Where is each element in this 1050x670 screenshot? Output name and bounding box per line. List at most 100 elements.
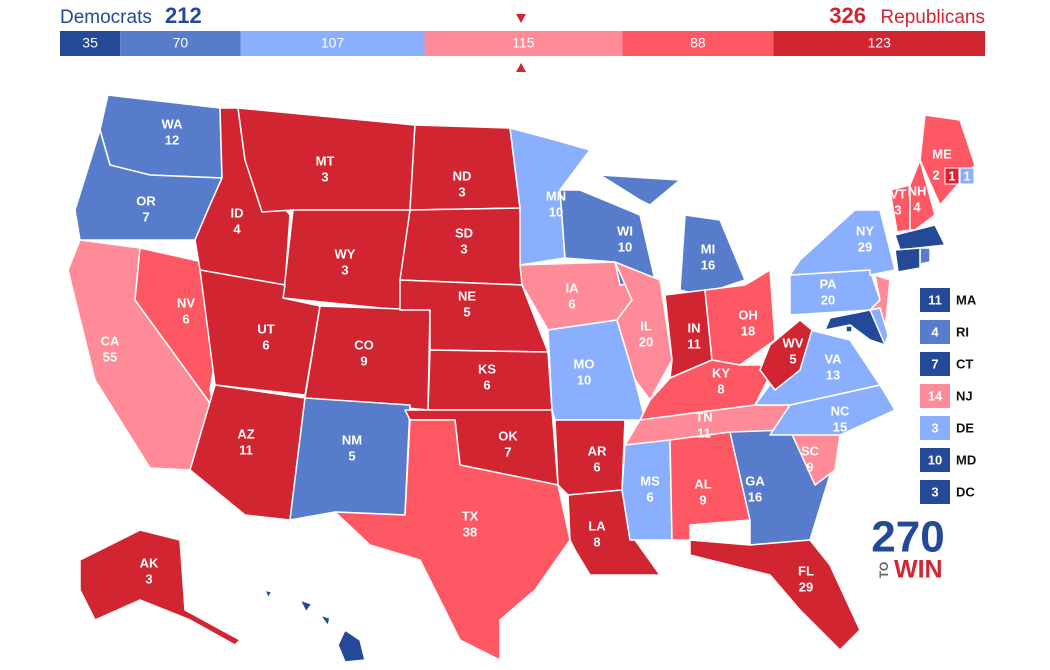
state-votes: 13 <box>826 367 840 382</box>
state-label: NC <box>831 403 850 418</box>
state-votes: 12 <box>165 132 179 147</box>
state-shape <box>319 614 331 627</box>
state-shape <box>919 247 931 265</box>
state-label: WY <box>335 246 356 261</box>
state-votes: 11 <box>239 442 253 457</box>
state-votes: 4 <box>233 221 241 236</box>
state-label: AR <box>588 443 607 458</box>
state-label: MO <box>574 356 595 371</box>
side-label: MD <box>956 452 976 467</box>
state-label: IA <box>566 280 580 295</box>
state-label: MT <box>316 153 335 168</box>
state-votes: 9 <box>699 492 706 507</box>
bar-segment <box>424 31 623 56</box>
state-label: IN <box>688 320 701 335</box>
state-shape <box>845 325 853 333</box>
state-votes: 20 <box>639 334 653 349</box>
side-label: MA <box>956 292 977 307</box>
state-label: MN <box>546 188 566 203</box>
state-shape <box>334 419 571 661</box>
side-box <box>920 352 950 376</box>
state-votes: 7 <box>142 209 149 224</box>
state-shape <box>99 94 223 179</box>
state-label: WI <box>617 223 633 238</box>
bar-segment <box>622 31 774 56</box>
state-votes: 6 <box>182 311 189 326</box>
state-votes: 3 <box>458 184 465 199</box>
state-shape <box>614 261 673 401</box>
state-label: MI <box>701 241 715 256</box>
republicans-label: Republicans <box>880 7 985 28</box>
state-shape <box>79 529 241 646</box>
state-votes: 15 <box>833 419 847 434</box>
side-votes: 3 <box>931 420 938 435</box>
side-box <box>920 448 950 472</box>
state-shape <box>599 174 681 206</box>
state-shape <box>919 114 976 206</box>
state-votes: 2 <box>932 167 939 182</box>
state-shape <box>299 599 313 613</box>
state-label: NY <box>856 223 874 238</box>
democrats-label: Democrats <box>60 7 152 28</box>
state-label: VA <box>824 351 842 366</box>
state-votes: 20 <box>821 292 835 307</box>
side-label: CT <box>956 356 973 371</box>
side-votes: 11 <box>928 292 942 307</box>
logo: 270 TO WIN <box>871 513 944 584</box>
state-votes: 55 <box>103 349 117 364</box>
state-shape <box>264 589 273 599</box>
state-label: NV <box>177 295 195 310</box>
state-label: KS <box>478 361 496 376</box>
logo-word: WIN <box>894 556 943 584</box>
state-votes: 16 <box>748 489 762 504</box>
side-label: NJ <box>956 388 973 403</box>
district-box <box>959 167 975 185</box>
state-votes: 5 <box>348 448 355 463</box>
state-label: AL <box>694 476 711 491</box>
state-votes: 6 <box>593 459 600 474</box>
state-votes: 3 <box>341 262 348 277</box>
bar-segment-label: 88 <box>690 35 706 51</box>
side-box <box>920 288 950 312</box>
state-votes: 3 <box>145 571 152 586</box>
state-shape <box>789 209 896 276</box>
state-votes: 3 <box>321 169 328 184</box>
state-votes: 8 <box>593 534 600 549</box>
side-votes: 10 <box>928 452 942 467</box>
state-votes: 10 <box>577 372 591 387</box>
state-shape <box>824 309 886 346</box>
bar-segment-label: 123 <box>868 35 892 51</box>
midpoint-marker-bottom <box>516 63 526 72</box>
side-box <box>920 384 950 408</box>
state-label: WV <box>783 335 804 350</box>
bar-segment-label: 70 <box>173 35 189 51</box>
state-label: AK <box>140 555 159 570</box>
state-label: UT <box>257 321 274 336</box>
state-label: TN <box>695 409 712 424</box>
republicans-total: 326 <box>829 3 866 28</box>
state-shape <box>894 224 946 251</box>
state-label: SD <box>455 225 473 240</box>
state-label: ME <box>932 146 952 161</box>
side-label: RI <box>956 324 969 339</box>
logo-number: 270 <box>871 513 944 562</box>
side-votes: 7 <box>931 356 938 371</box>
state-votes: 11 <box>697 425 711 440</box>
state-label: ID <box>231 205 244 220</box>
state-label: HI <box>316 623 329 638</box>
side-votes: 3 <box>931 484 938 499</box>
state-votes: 3 <box>894 202 901 217</box>
state-shape <box>337 629 366 663</box>
state-label: NE <box>458 288 476 303</box>
state-label: IL <box>640 318 652 333</box>
bar-segment-label: 35 <box>82 35 98 51</box>
bar-segment-label: 107 <box>321 35 345 51</box>
state-votes: 5 <box>463 304 470 319</box>
state-votes: 6 <box>568 296 575 311</box>
state-label: CA <box>101 333 120 348</box>
state-label: AZ <box>237 426 254 441</box>
state-votes: 9 <box>360 353 367 368</box>
state-votes: 6 <box>262 337 269 352</box>
midpoint-marker-top <box>516 14 526 23</box>
